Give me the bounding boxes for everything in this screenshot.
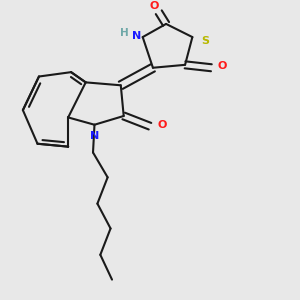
Text: O: O [218, 61, 227, 71]
Text: S: S [201, 37, 209, 46]
Text: O: O [150, 2, 159, 11]
Text: N: N [90, 131, 99, 141]
Text: H: H [120, 28, 129, 38]
Text: N: N [132, 31, 142, 40]
Text: O: O [157, 120, 166, 130]
